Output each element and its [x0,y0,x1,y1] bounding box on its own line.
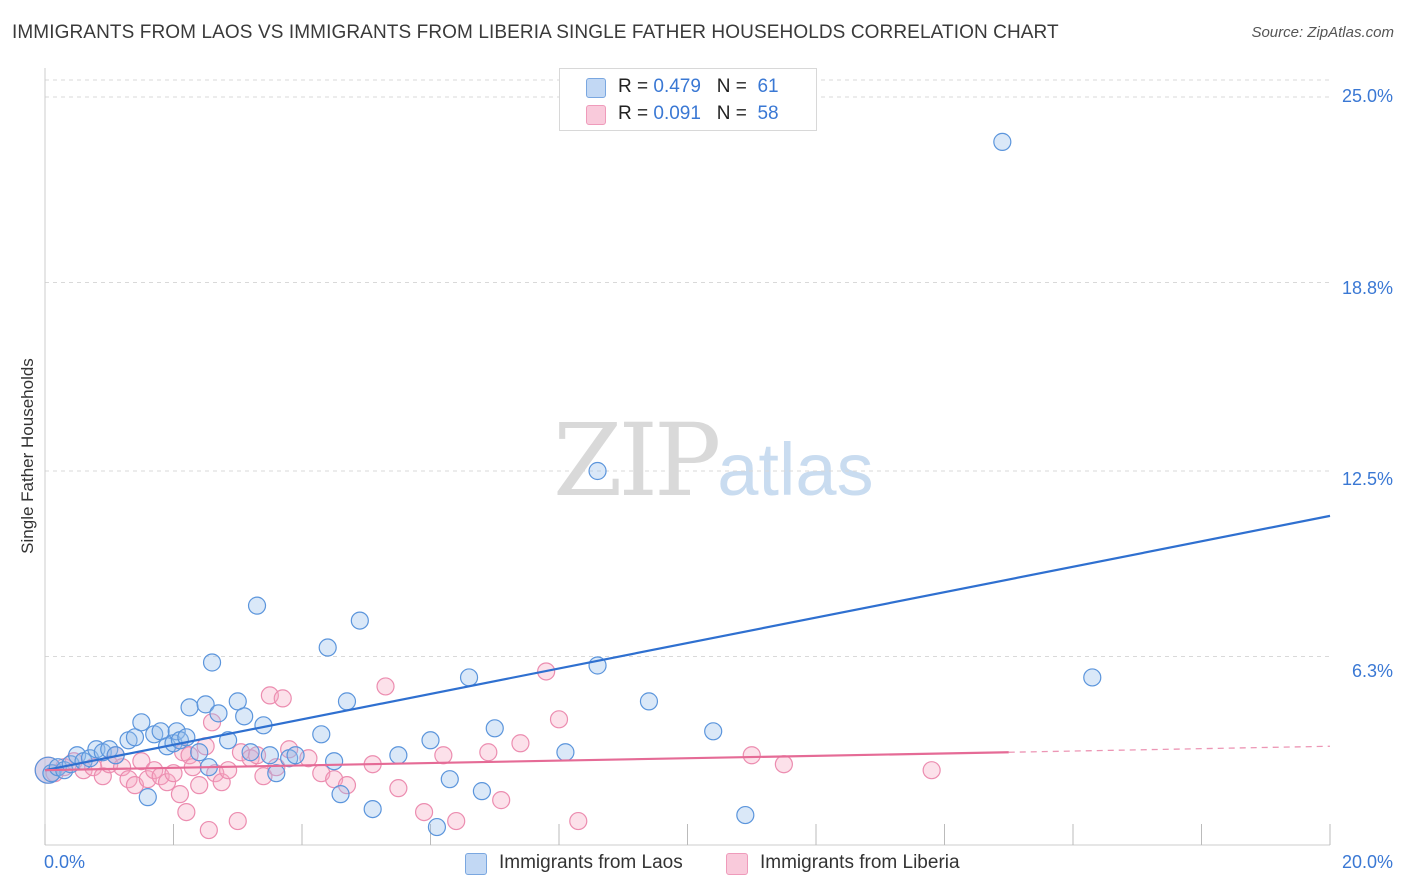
n-value: 61 [757,76,779,97]
liberia-point [549,710,569,729]
legend-swatch-liberia [586,105,606,125]
laos-point [318,638,337,657]
x-tick-label: 0.0% [44,852,86,872]
laos-point [736,805,755,825]
legend-swatch-liberia [726,853,748,875]
r-label: R = [618,103,649,124]
laos-point [556,743,575,762]
liberia-point [170,785,190,804]
laos-point [704,722,723,741]
laos-point [337,692,357,711]
legend-swatch-laos [586,78,606,98]
liberia-point [511,734,530,753]
laos-point [138,788,157,807]
liberia-point [219,761,238,780]
laos-point [363,799,382,819]
laos-point [1083,668,1102,687]
n-label: N = [716,103,747,124]
liberia-point [492,791,511,810]
liberia-point [228,811,247,831]
liberia-point [447,811,466,831]
liberia-point [273,689,292,708]
liberia-trendline [44,751,1009,772]
laos-point [350,611,369,630]
liberia-point [376,677,395,696]
liberia-point [389,779,408,798]
legend-label: Immigrants from Liberia [760,852,960,873]
laos-point [588,461,607,481]
laos-point [209,704,228,723]
liberia-point [922,761,941,780]
chart-title: IMMIGRANTS FROM LAOS VS IMMIGRANTS FROM … [12,22,1059,43]
x-tick-label: 20.0% [1341,852,1393,872]
laos-point [993,132,1012,151]
liberia-point [337,776,357,795]
laos-point [286,746,305,765]
liberia-point [774,755,793,774]
laos-point [241,743,260,762]
liberia-point [742,746,761,765]
laos-point [228,692,247,711]
y-tick-label: 12.5% [1341,469,1393,489]
legend-swatch-laos [465,853,487,875]
liberia-point [177,802,196,822]
laos-point [125,728,145,747]
laos-point [485,719,504,738]
liberia-point [132,752,151,771]
laos-point [202,653,222,672]
laos-point [389,746,408,765]
laos-point [440,770,459,789]
laos-point [331,785,350,804]
laos-point [325,752,344,771]
n-value: 58 [757,103,779,124]
r-value: 0.479 [653,76,701,97]
laos-point [235,707,254,726]
source-label: Source: ZipAtlas.com [1251,24,1394,41]
liberia-trendline-extension [1008,745,1331,753]
laos-point [247,596,267,615]
watermark-zip: ZIP [553,402,721,519]
laos-point [421,731,440,750]
laos-point [151,722,170,741]
y-tick-label: 6.3% [1351,661,1393,681]
laos-point [639,692,659,711]
r-value: 0.091 [653,103,701,124]
y-tick-label: 18.8% [1341,278,1393,298]
liberia-point [157,773,177,792]
liberia-point [569,811,588,831]
laos-point [312,725,331,744]
liberia-point [414,802,434,822]
laos-point [472,782,491,801]
y-tick-label: 25.0% [1341,86,1393,106]
watermark-atlas: atlas [717,428,874,511]
liberia-point [479,743,498,762]
laos-trendline [44,514,1331,772]
r-label: R = [618,76,649,97]
laos-point [180,698,199,717]
laos-point [459,668,479,687]
liberia-point [202,713,222,732]
laos-point [190,743,209,762]
laos-point [219,731,238,750]
liberia-point [434,746,453,765]
stats-legend: R = 0.479 N = 61 R = 0.091 N = 58 [559,68,817,131]
watermark: ZIPatlas [553,402,874,519]
legend-label: Immigrants from Laos [499,852,683,873]
laos-point [132,713,151,732]
laos-point [260,746,279,765]
laos-point [427,817,447,837]
laos-point [196,695,215,714]
legend-text: R = 0.091 N = 58 [618,103,779,125]
liberia-point [190,776,209,795]
n-label: N = [716,76,747,97]
liberia-point [199,820,218,840]
legend-text: R = 0.479 N = 61 [618,76,779,98]
laos-point [267,764,286,783]
